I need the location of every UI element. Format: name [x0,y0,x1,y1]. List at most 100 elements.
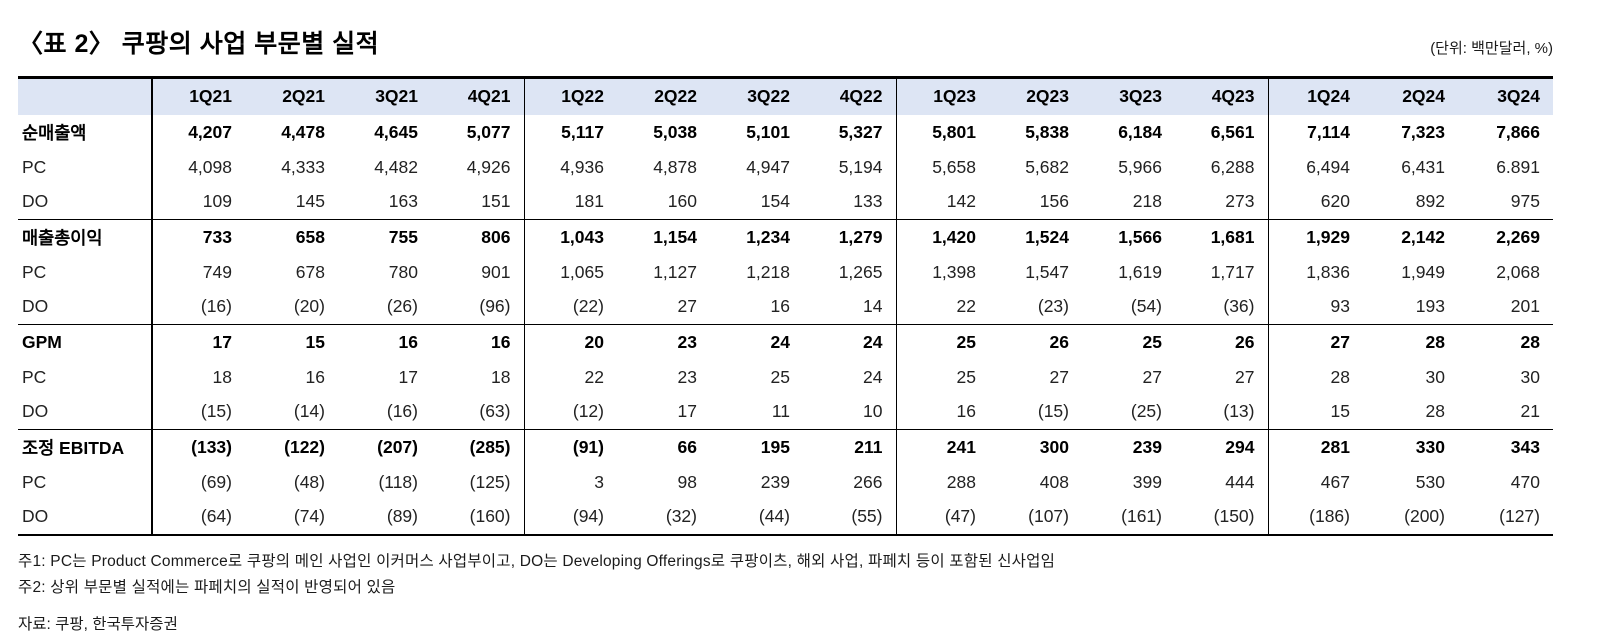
value-cell: (23) [1037,296,1069,317]
value-cell: 27 [1049,366,1069,387]
value-cell: 273 [1175,184,1269,220]
value-cell: 23 [617,324,710,360]
value-cell: 98 [677,471,697,492]
row-label: PC [18,464,153,500]
row-label: GPM [18,324,153,360]
value-cell: (94) [572,506,604,526]
value-cell: 23 [677,366,697,387]
table-body: 순매출액 4,207 4,478 4,645 5,077 5,117 5,038 5,101 5… [18,114,1553,535]
value-cell: 30 [1425,366,1445,387]
value-cell: (63) [431,394,525,430]
table-row: 조정 EBITDA (133) (122) (207) (285) (91) 66 195 21… [18,429,1553,465]
column-header: 2Q22 [617,77,710,115]
value-cell: 892 [1415,191,1445,212]
value-cell: (44) [758,506,790,526]
table-row: PC 749 678 780 901 1,065 1,127 1,218 1,265 1,398 1… [18,254,1553,290]
column-header: 1Q24 [1268,77,1363,115]
value-cell: 1,619 [1118,261,1162,282]
value-cell: 806 [431,219,525,255]
value-cell: 5,194 [803,149,897,185]
value-cell: (32) [665,506,697,526]
value-cell: (161) [1121,506,1162,526]
value-cell: (133) [152,429,245,465]
row-label: PC [18,149,153,185]
value-cell: 239 [1082,429,1175,465]
corner-cell [18,77,153,115]
value-cell: 10 [803,394,897,430]
row-label: DO [18,289,153,325]
table-row: DO (15) (14) (16) (63) (12) 17 11 10 16 (15) (25) (1… [18,394,1553,430]
column-header: 1Q22 [524,77,617,115]
value-cell: 151 [431,184,525,220]
value-cell: 4,098 [188,156,232,177]
table-row: DO 109 145 163 151 181 160 154 133 142 156 218 273 62… [18,184,1553,220]
value-cell: 16 [956,401,976,422]
value-cell: 1,524 [989,219,1082,255]
value-cell: 4,482 [374,156,418,177]
value-cell: 28 [1330,366,1350,387]
value-cell: (36) [1175,289,1269,325]
value-cell: 16 [431,324,525,360]
value-cell: 20 [524,324,617,360]
value-cell: 11 [771,401,790,422]
value-cell: 1,265 [803,254,897,290]
row-label: DO [18,499,153,535]
value-cell: 6,494 [1306,156,1350,177]
row-label: 조정 EBITDA [18,429,153,465]
column-header: 4Q22 [803,77,897,115]
report-page: 〈표 2〉 쿠팡의 사업 부문별 실적 (단위: 백만달러, %) 1Q21 2Q… [0,24,1600,635]
table-row: GPM 17 15 16 16 20 23 24 24 25 26 25 26 27 28 28 [18,324,1553,360]
value-cell: 241 [896,429,989,465]
value-cell: (118) [378,471,418,492]
value-cell: 25 [1082,324,1175,360]
value-cell: (26) [386,296,418,317]
value-cell: 3 [594,471,604,492]
table-row: DO (64) (74) (89) (160) (94) (32) (44) (55) (47) (… [18,499,1553,535]
value-cell: 1,218 [746,261,790,282]
value-cell: 6,561 [1175,114,1269,150]
value-cell: 620 [1320,191,1350,212]
value-cell: 28 [1458,324,1553,360]
value-cell: 27 [1268,324,1363,360]
value-cell: 142 [946,191,976,212]
value-cell: 163 [388,191,418,212]
value-cell: 24 [803,324,897,360]
table-row: PC 4,098 4,333 4,482 4,926 4,936 4,878 4,947 5,1… [18,149,1553,185]
value-cell: 2,142 [1363,219,1458,255]
value-cell: (207) [338,429,431,465]
value-cell: 1,234 [710,219,803,255]
value-cell: 780 [388,261,418,282]
row-label: 순매출액 [18,114,153,150]
value-cell: 156 [1039,191,1069,212]
value-cell: (14) [293,401,325,422]
table-head: 1Q21 2Q21 3Q21 4Q21 1Q22 2Q22 3Q22 4Q22 1Q23 2Q23… [18,77,1553,115]
value-cell: 5,658 [932,156,976,177]
value-cell: (64) [200,506,232,526]
value-cell: 7,866 [1496,121,1540,142]
value-cell: 1,398 [932,261,976,282]
value-cell: 1,547 [1025,261,1069,282]
value-cell: 266 [803,464,897,500]
value-cell: 18 [431,359,525,395]
value-cell: 218 [1132,191,1162,212]
value-cell: 1,681 [1175,219,1269,255]
column-header: 3Q21 [338,77,431,115]
value-cell: 6,184 [1118,121,1162,142]
column-header: 4Q21 [431,77,525,115]
value-cell: 1,717 [1175,254,1269,290]
value-cell: 5,682 [1025,156,1069,177]
value-cell: 5,838 [1025,121,1069,142]
table-row: DO (16) (20) (26) (96) (22) 27 16 14 22 (23) (54) (3… [18,289,1553,325]
value-cell: 14 [803,289,897,325]
value-cell: 5,038 [653,121,697,142]
column-header: 3Q24 [1458,77,1553,115]
value-cell: 28 [1363,324,1458,360]
value-cell: 25 [770,366,790,387]
value-cell: 530 [1415,471,1445,492]
row-label: 매출총이익 [18,219,153,255]
value-cell: 181 [574,191,604,212]
value-cell: 239 [760,471,790,492]
value-cell: 1,127 [653,261,697,282]
value-cell: 30 [1520,366,1540,387]
row-label: PC [18,359,153,395]
